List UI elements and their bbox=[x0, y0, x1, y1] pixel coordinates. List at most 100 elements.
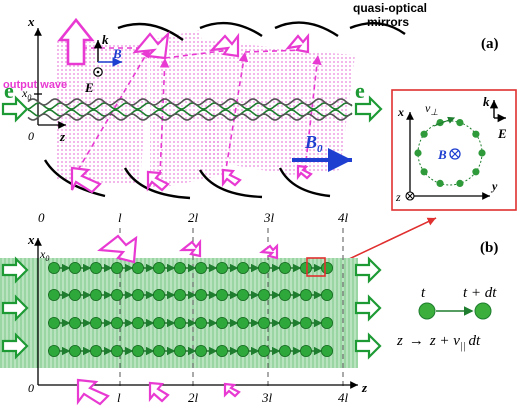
electron-out-label: e bbox=[355, 78, 365, 103]
electron-row bbox=[48, 261, 333, 274]
electron bbox=[152, 344, 165, 357]
electron bbox=[320, 261, 333, 274]
electron-row bbox=[48, 316, 333, 329]
electron-beam bbox=[27, 98, 353, 121]
bottom-tick-labels: l 2l 3l 4l bbox=[117, 390, 349, 405]
electron bbox=[215, 261, 228, 274]
electron bbox=[48, 316, 61, 329]
orbit-electron bbox=[478, 149, 486, 157]
k-label: k bbox=[102, 32, 109, 47]
electron bbox=[299, 316, 312, 329]
top-tick-label: l bbox=[118, 210, 122, 225]
b-label: B bbox=[112, 46, 122, 61]
panel-a-label: (a) bbox=[481, 36, 499, 52]
mirrors-label-line1: quasi-optical bbox=[353, 1, 427, 15]
electron bbox=[236, 316, 249, 329]
electron bbox=[111, 344, 124, 357]
bottom-tick-label: l bbox=[117, 390, 121, 405]
electron bbox=[69, 288, 82, 301]
electron bbox=[173, 316, 186, 329]
x-axis-label-a: x bbox=[27, 14, 35, 29]
inset-y-label: y bbox=[490, 179, 498, 193]
z-axis-label-b: z bbox=[361, 380, 368, 395]
electron bbox=[215, 344, 228, 357]
x0-label-a: x0 bbox=[21, 86, 31, 102]
electron bbox=[257, 344, 270, 357]
legend-t-plus-dt: t + dt bbox=[463, 285, 497, 301]
panel-b: 0 l 2l 3l 4l bbox=[0, 210, 498, 406]
electron bbox=[111, 316, 124, 329]
z-axis-label-a: z bbox=[59, 129, 66, 144]
beam-in-arrows bbox=[1, 256, 29, 360]
electron-rows bbox=[48, 261, 333, 357]
orbit-electron bbox=[420, 130, 428, 138]
orbit-electron bbox=[414, 149, 422, 157]
orbit-electron bbox=[436, 179, 444, 187]
bottom-wave-packets bbox=[70, 164, 313, 194]
electron bbox=[236, 288, 249, 301]
electron bbox=[278, 344, 291, 357]
electron bbox=[320, 344, 333, 357]
electron bbox=[69, 344, 82, 357]
wave-bands bbox=[56, 30, 355, 190]
electron bbox=[69, 316, 82, 329]
electron-out-arrow bbox=[354, 95, 383, 123]
inset-x-label: x bbox=[397, 105, 404, 119]
electron bbox=[194, 316, 207, 329]
inset-panel: x v⊥ k B E z y bbox=[391, 89, 517, 211]
electron bbox=[173, 288, 186, 301]
top-wave-packets bbox=[132, 30, 310, 60]
output-wave-label: output wave bbox=[3, 79, 67, 91]
electron bbox=[257, 316, 270, 329]
orbit-electron bbox=[420, 168, 428, 176]
electron bbox=[299, 288, 312, 301]
electron bbox=[257, 261, 270, 274]
electron bbox=[152, 288, 165, 301]
electron-row bbox=[48, 344, 333, 357]
electron bbox=[90, 261, 103, 274]
electron bbox=[194, 344, 207, 357]
inset-k-label: k bbox=[483, 94, 490, 109]
top-tick-label: 2l bbox=[188, 210, 199, 225]
electron bbox=[215, 316, 228, 329]
electron bbox=[236, 261, 249, 274]
electron bbox=[299, 261, 312, 274]
top-tick-label: 4l bbox=[338, 210, 349, 225]
electron bbox=[152, 316, 165, 329]
origin-label-b: 0 bbox=[28, 381, 34, 395]
mirrors-label-line2: mirrors bbox=[367, 15, 409, 29]
e-field-label: E bbox=[84, 80, 94, 95]
electron bbox=[111, 288, 124, 301]
top-tick-label: 3l bbox=[263, 210, 275, 225]
electron bbox=[320, 288, 333, 301]
inset-vperp-label: v⊥ bbox=[425, 101, 438, 117]
beam-out-arrows bbox=[354, 256, 382, 360]
inset-z-label: z bbox=[395, 190, 401, 204]
electron bbox=[257, 288, 270, 301]
orbit-electron bbox=[456, 119, 464, 127]
dashed-rays bbox=[75, 47, 322, 176]
electron bbox=[278, 261, 291, 274]
electron bbox=[194, 261, 207, 274]
b0-label: B0 bbox=[304, 132, 323, 155]
orbit-electron bbox=[472, 130, 480, 138]
electron bbox=[69, 261, 82, 274]
bottom-tick-label: 2l bbox=[188, 390, 199, 405]
electron bbox=[173, 344, 186, 357]
bottom-tick-label: 4l bbox=[338, 390, 349, 405]
electron-in-arrow bbox=[1, 95, 29, 123]
electron bbox=[131, 316, 144, 329]
highlighted-electron bbox=[306, 257, 326, 277]
electron bbox=[111, 261, 124, 274]
orbit-electron bbox=[472, 168, 480, 176]
electron bbox=[131, 288, 144, 301]
inset-e-label: E bbox=[497, 126, 507, 141]
electron bbox=[236, 344, 249, 357]
field-vectors bbox=[93, 40, 122, 77]
x-axis-label-b: x bbox=[27, 232, 35, 247]
electron bbox=[173, 261, 186, 274]
electron bbox=[278, 316, 291, 329]
electron bbox=[90, 316, 103, 329]
origin-label-a: 0 bbox=[28, 129, 34, 143]
